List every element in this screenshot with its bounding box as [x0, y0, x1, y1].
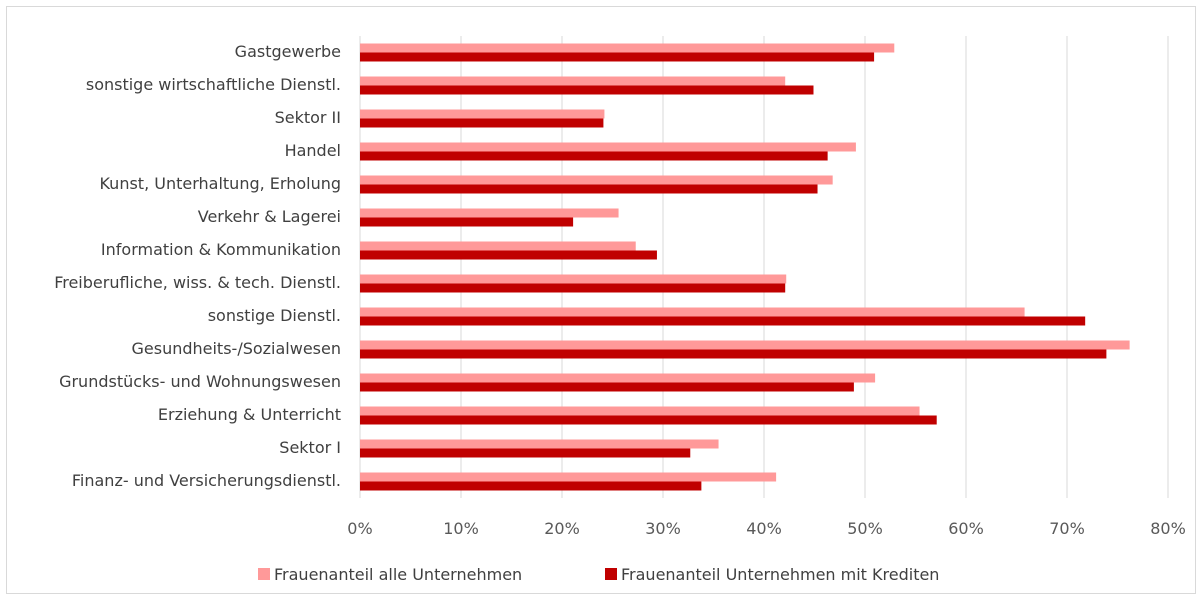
bar: [360, 151, 828, 161]
bar: [360, 349, 1107, 359]
bar: [360, 448, 691, 458]
bar: [360, 439, 719, 449]
bar: [360, 52, 875, 62]
bar: [360, 406, 920, 416]
chart-frame: [6, 6, 1196, 594]
bar: [360, 283, 786, 293]
bar: [360, 118, 604, 128]
bar: [360, 373, 876, 383]
bar: [360, 109, 605, 119]
x-tick-label: 10%: [443, 519, 479, 538]
bar: [360, 175, 833, 185]
category-labels: Gastgewerbe sonstige wirtschaftliche Dien…: [54, 42, 341, 490]
legend-label: Frauenanteil Unternehmen mit Krediten: [621, 565, 939, 584]
bars: [360, 43, 1130, 491]
x-tick-label: 30%: [645, 519, 681, 538]
bar: [360, 472, 777, 482]
category-label: Sektor II: [275, 108, 341, 127]
x-tick-label: 70%: [1049, 519, 1085, 538]
gridlines: [359, 36, 1169, 498]
category-label: Finanz- und Versicherungsdienstl.: [72, 471, 341, 490]
category-label: Erziehung & Unterricht: [158, 405, 341, 424]
bar: [360, 208, 619, 218]
category-label: sonstige Dienstl.: [208, 306, 341, 325]
x-tick-label: 60%: [948, 519, 984, 538]
bar: [360, 241, 636, 251]
bar: [360, 316, 1086, 326]
bar: [360, 217, 574, 227]
bar: [360, 43, 895, 53]
x-tick-label: 80%: [1150, 519, 1186, 538]
legend-swatch: [605, 568, 617, 580]
bar: [360, 85, 814, 95]
legend-label: Frauenanteil alle Unternehmen: [274, 565, 522, 584]
legend: Frauenanteil alle Unternehmen Frauenantei…: [258, 565, 939, 584]
category-label: Freiberufliche, wiss. & tech. Dienstl.: [54, 273, 341, 292]
category-label: Handel: [285, 141, 341, 160]
category-label: sonstige wirtschaftliche Dienstl.: [86, 75, 341, 94]
x-tick-label: 40%: [746, 519, 782, 538]
category-label: Gastgewerbe: [235, 42, 341, 61]
bar: [360, 184, 818, 194]
category-label: Information & Kommunikation: [101, 240, 341, 259]
category-label: Sektor I: [279, 438, 341, 457]
x-tick-label: 50%: [847, 519, 883, 538]
category-label: Kunst, Unterhaltung, Erholung: [99, 174, 341, 193]
x-tick-label: 20%: [544, 519, 580, 538]
bar: [360, 250, 657, 260]
category-label: Grundstücks- und Wohnungswesen: [59, 372, 341, 391]
bar: [360, 142, 856, 152]
category-label: Verkehr & Lagerei: [198, 207, 341, 226]
legend-swatch: [258, 568, 270, 580]
x-tick-label: 0%: [347, 519, 372, 538]
bar: [360, 274, 787, 284]
bar: [360, 415, 937, 425]
bar: [360, 340, 1130, 350]
bar: [360, 382, 854, 392]
bar: [360, 481, 702, 491]
bar: [360, 307, 1025, 317]
category-label: Gesundheits-/Sozialwesen: [131, 339, 341, 358]
x-tick-labels: 0% 10% 20% 30% 40% 50% 60% 70% 80%: [347, 519, 1185, 538]
bar: [360, 76, 786, 86]
